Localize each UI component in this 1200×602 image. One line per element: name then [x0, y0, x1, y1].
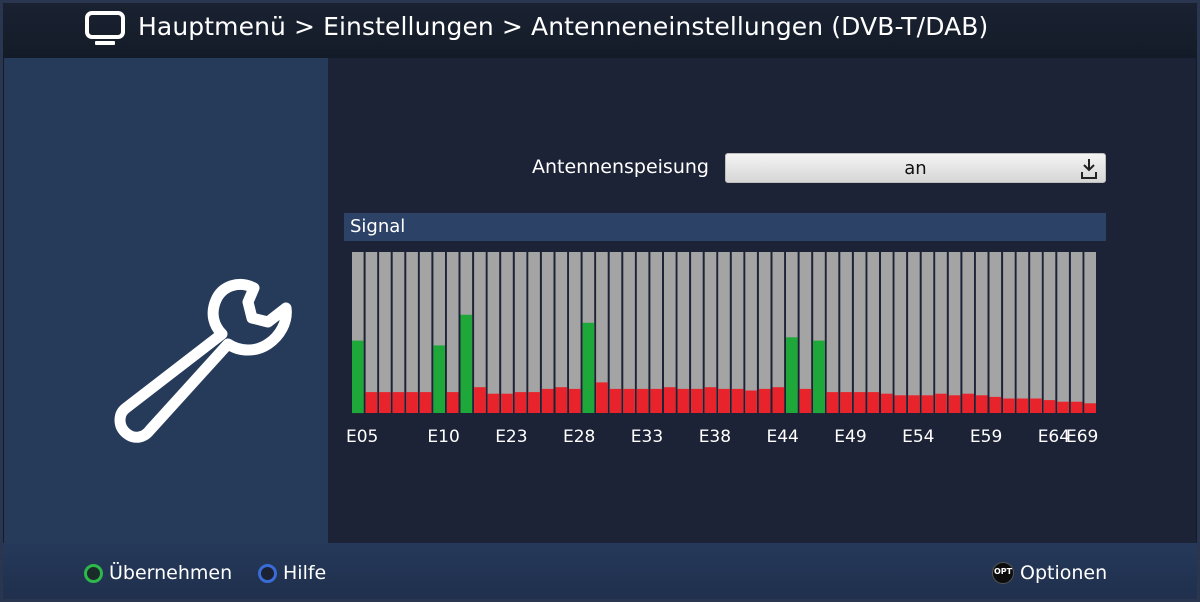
options-label: Optionen — [1020, 562, 1108, 584]
antenna-power-value: an — [904, 158, 927, 179]
accept-label: Übernehmen — [109, 562, 233, 584]
footer-bar: Übernehmen Hilfe OPT Optionen — [0, 543, 1200, 602]
options-button[interactable]: OPT Optionen — [992, 560, 1107, 586]
signal-header: Signal — [344, 213, 1106, 241]
help-label: Hilfe — [283, 562, 327, 584]
header-bar: Hauptmenü > Einstellungen > Antenneneins… — [0, 0, 1200, 58]
opt-key-icon: OPT — [992, 562, 1014, 584]
tv-icon — [85, 11, 125, 45]
signal-title: Signal — [350, 216, 406, 237]
wrench-icon — [114, 279, 292, 443]
page-title: Hauptmenü > Einstellungen > Antenneneins… — [138, 12, 989, 41]
antenna-power-select[interactable]: an — [725, 153, 1106, 183]
accept-button[interactable]: Übernehmen — [84, 560, 232, 586]
blue-key-icon — [258, 563, 277, 583]
help-button[interactable]: Hilfe — [258, 560, 326, 586]
side-panel — [4, 58, 328, 543]
antenna-power-label: Antennenspeisung — [532, 156, 709, 178]
green-key-icon — [84, 563, 103, 583]
dropdown-arrow-icon — [1081, 159, 1097, 179]
